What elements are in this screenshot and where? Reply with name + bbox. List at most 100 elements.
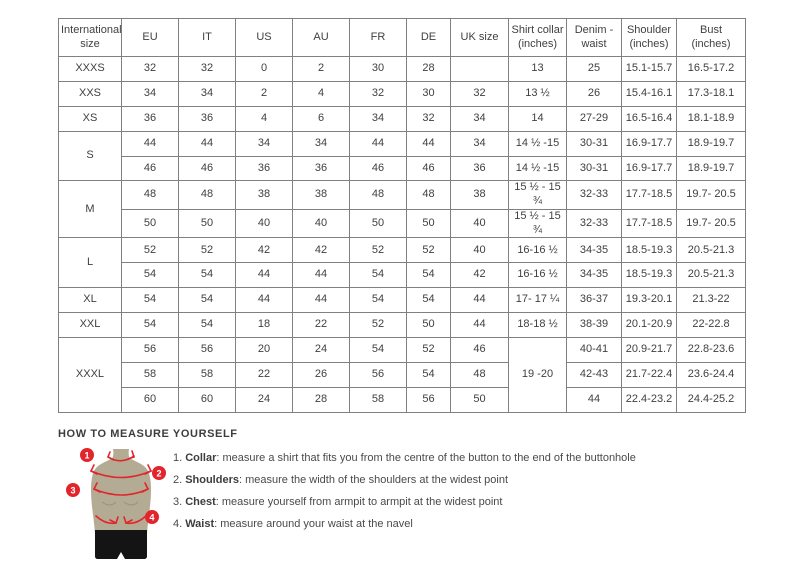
size-cell: 18.5-19.3 (621, 262, 677, 289)
size-cell: 54 (121, 287, 179, 314)
size-cell: 44 (566, 386, 622, 413)
size-cell: 50 (178, 208, 236, 239)
measure-instructions: 1. Collar: measure a shirt that fits you … (173, 452, 636, 540)
size-cell: 0 (235, 56, 293, 82)
size-table-row: L 52 52 42 42 52 52 40 16-16 ½ 34-35 18.5-19.3 20.5… (58, 237, 746, 289)
size-cell: 58 (121, 361, 179, 388)
size-cell: XXXS (58, 56, 122, 82)
size-cell: 34 (450, 130, 509, 157)
size-cell: 28 (292, 386, 350, 413)
size-cell: 44 (235, 262, 293, 289)
size-cell: 4 (292, 80, 350, 107)
size-cell: 56 (121, 337, 179, 363)
size-cell: 32 (121, 56, 179, 82)
size-cell: 18.9-19.7 (676, 130, 746, 157)
size-cell: 58 (349, 386, 407, 413)
column-header: Bust (inches) (676, 18, 746, 57)
size-cell: 42 (235, 237, 293, 264)
size-cell: 26 (292, 361, 350, 388)
size-cell: 42 (292, 237, 350, 264)
size-cell: 50 (406, 208, 451, 239)
size-cell: 22-22.8 (676, 312, 746, 339)
size-cell: 21.3-22 (676, 287, 746, 314)
size-cell: 42-43 (566, 361, 622, 388)
size-cell: 46 (349, 155, 407, 182)
size-cell: 60 (121, 386, 179, 413)
measure-item-waist: 4. Waist: measure around your waist at th… (173, 518, 413, 531)
size-cell: 23.6-24.4 (676, 361, 746, 388)
measure-item-shoulders: 2. Shoulders: measure the width of the sh… (173, 474, 509, 487)
size-cell: 14 ½ -15 (508, 155, 567, 182)
measure-badges: 1 2 3 4 (66, 448, 166, 524)
size-cell: 60 (178, 386, 236, 413)
size-cell: 20 (235, 337, 293, 363)
size-cell: 52 (406, 337, 451, 363)
size-cell: 40 (450, 237, 509, 264)
size-cell: 25 (566, 56, 622, 82)
size-cell: 32 (178, 56, 236, 82)
column-header: AU (292, 18, 350, 57)
size-cell: 32-33 (566, 208, 622, 239)
size-cell: 52 (349, 312, 407, 339)
column-header: DE (406, 18, 451, 57)
size-cell: 38 (235, 180, 293, 210)
size-cell: 19 -20 (508, 337, 567, 413)
column-header: Denim - waist (566, 18, 622, 57)
size-cell: 20.1-20.9 (621, 312, 677, 339)
size-cell: 50 (349, 208, 407, 239)
column-header: EU (121, 18, 179, 57)
size-cell: 54 (406, 287, 451, 314)
size-cell: 16.5-16.4 (621, 105, 677, 132)
size-cell: 14 ½ -15 (508, 130, 567, 157)
size-cell: 46 (450, 337, 509, 363)
size-cell: 32-33 (566, 180, 622, 210)
size-cell: 54 (349, 262, 407, 289)
size-cell: 13 ½ (508, 80, 567, 107)
size-cell: 48 (406, 180, 451, 210)
size-cell: 34-35 (566, 237, 622, 264)
size-cell: 19.3-20.1 (621, 287, 677, 314)
size-cell: 54 (406, 262, 451, 289)
measure-arrows (89, 450, 153, 525)
size-cell: 27-29 (566, 105, 622, 132)
size-cell: 16-16 ½ (508, 262, 567, 289)
column-header: FR (349, 18, 407, 57)
size-cell: 38 (450, 180, 509, 210)
size-cell: 16.9-17.7 (621, 130, 677, 157)
size-cell: XL (58, 287, 122, 314)
size-cell: 38-39 (566, 312, 622, 339)
size-cell: 28 (406, 56, 451, 82)
size-cell: 22 (292, 312, 350, 339)
measure-title: HOW TO MEASURE YOURSELF (58, 428, 238, 440)
size-cell: 6 (292, 105, 350, 132)
size-cell: 19.7- 20.5 (676, 208, 746, 239)
size-cell: 44 (235, 287, 293, 314)
size-cell: 48 (450, 361, 509, 388)
size-cell: 30 (349, 56, 407, 82)
size-cell: 54 (349, 337, 407, 363)
size-cell: 18.1-18.9 (676, 105, 746, 132)
size-cell: 48 (178, 180, 236, 210)
size-cell: 54 (121, 312, 179, 339)
size-cell: 50 (450, 386, 509, 413)
size-cell: 48 (349, 180, 407, 210)
size-cell: 26 (566, 80, 622, 107)
size-cell: 15 ½ - 15 ¾ (508, 180, 567, 210)
size-cell: 15.4-16.1 (621, 80, 677, 107)
size-table-row: XXS 34 34 2 4 32 30 32 13 ½ 26 15.4-16.1 17.3-18.1 (58, 80, 746, 107)
size-cell: 34 (235, 130, 293, 157)
mannequin-illustration: 1 2 3 4 (58, 446, 173, 564)
size-cell: 4 (235, 105, 293, 132)
size-cell: 36-37 (566, 287, 622, 314)
size-cell: 17.7-18.5 (621, 208, 677, 239)
size-cell: 16-16 ½ (508, 237, 567, 264)
column-header: US (235, 18, 293, 57)
size-cell: 48 (121, 180, 179, 210)
size-cell: 18.9-19.7 (676, 155, 746, 182)
size-cell: 17.3-18.1 (676, 80, 746, 107)
size-cell: 13 (508, 56, 567, 82)
size-cell: 2 (235, 80, 293, 107)
size-table-row: 46 46 36 36 46 46 36 14 ½ -15 30-31 16.9-17.7 18.9… (59, 155, 746, 182)
size-cell: 40 (292, 208, 350, 239)
